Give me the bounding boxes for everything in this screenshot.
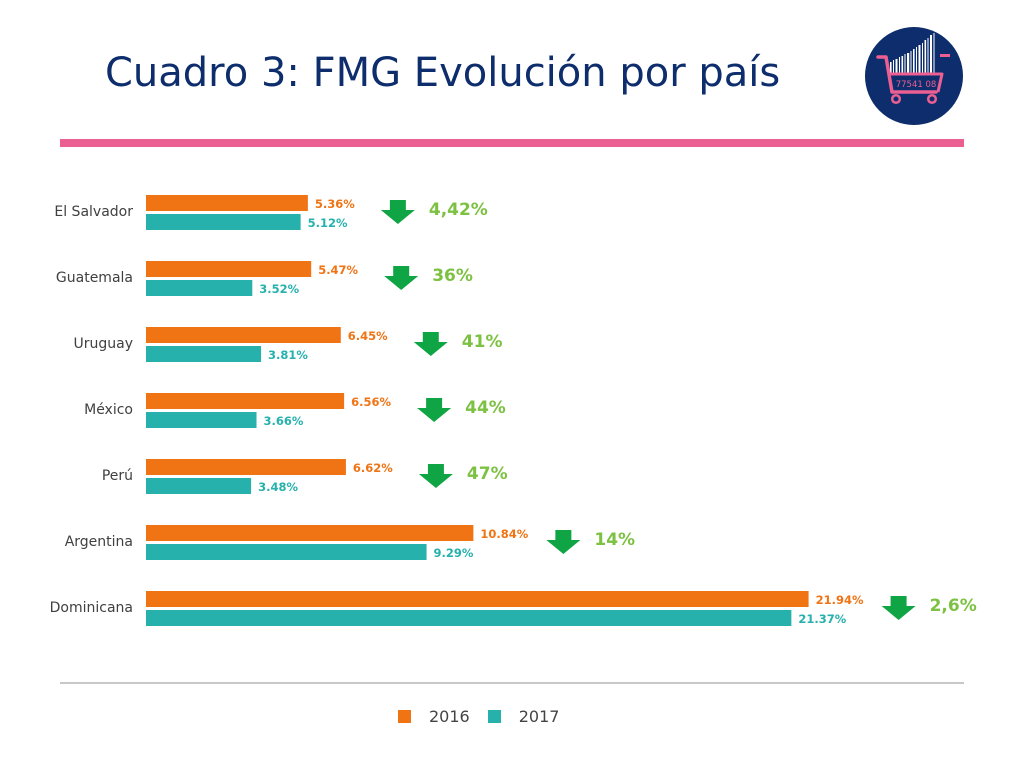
down-arrow-icon: [380, 200, 415, 224]
data-label-2016-m-xico: 6.56%: [351, 395, 391, 409]
legend: 2016 2017: [398, 707, 577, 726]
bar-2017-guatemala: [146, 280, 253, 296]
bar-2016-per-: [146, 459, 346, 475]
data-label-2017-per-: 3.48%: [258, 480, 298, 494]
bar-2017-dominicana: [146, 610, 792, 626]
change-label-m-xico: 44%: [465, 398, 506, 418]
down-arrow-icon: [413, 332, 448, 356]
slide-title: Cuadro 3: FMG Evolución por país: [105, 50, 781, 96]
category-label-m-xico: México: [84, 402, 133, 418]
change-label-guatemala: 36%: [432, 266, 473, 286]
title-underline: [60, 139, 964, 147]
category-label-uruguay: Uruguay: [74, 336, 134, 352]
change-label-argentina: 14%: [594, 530, 635, 550]
data-label-2016-guatemala: 5.47%: [318, 263, 358, 277]
data-label-2016-per-: 6.62%: [353, 461, 393, 475]
change-label-per-: 47%: [467, 464, 508, 484]
data-label-2016-dominicana: 21.94%: [816, 593, 864, 607]
category-label-el-salvador: El Salvador: [54, 204, 133, 220]
data-label-2017-argentina: 9.29%: [434, 546, 474, 560]
category-label-argentina: Argentina: [65, 534, 133, 550]
category-label-guatemala: Guatemala: [56, 270, 133, 286]
bar-2017-argentina: [146, 544, 427, 560]
down-arrow-icon: [384, 266, 419, 290]
down-arrow-icon: [418, 464, 453, 488]
data-label-2016-uruguay: 6.45%: [348, 329, 388, 343]
cart-barcode-logo: 77541 08: [865, 27, 963, 125]
legend-item-2017: 2017: [487, 707, 560, 726]
bar-2016-el-salvador: [146, 195, 308, 211]
down-arrow-icon: [881, 596, 916, 620]
data-label-2016-el-salvador: 5.36%: [315, 197, 355, 211]
data-label-2017-dominicana: 21.37%: [798, 612, 846, 626]
down-arrow-icon: [546, 530, 581, 554]
bar-2016-guatemala: [146, 261, 312, 277]
change-label-uruguay: 41%: [462, 332, 503, 352]
category-label-per-: Perú: [102, 468, 133, 484]
down-arrow-icon: [417, 398, 452, 422]
category-label-dominicana: Dominicana: [50, 600, 133, 616]
bar-2016-dominicana: [146, 591, 809, 607]
legend-swatch-2017: [487, 710, 501, 723]
legend-swatch-2016: [398, 710, 411, 723]
legend-label-2017: 2017: [518, 707, 560, 726]
bar-2017-el-salvador: [146, 214, 301, 230]
data-label-2017-m-xico: 3.66%: [264, 414, 304, 428]
bar-2016-argentina: [146, 525, 474, 541]
legend-item-2016: 2016: [398, 707, 470, 726]
bar-2017-m-xico: [146, 412, 257, 428]
logo-text: 77541 08: [896, 80, 937, 90]
data-label-2017-uruguay: 3.81%: [268, 348, 308, 362]
data-label-2017-el-salvador: 5.12%: [308, 216, 348, 230]
data-label-2016-argentina: 10.84%: [480, 527, 528, 541]
data-label-2017-guatemala: 3.52%: [259, 282, 299, 296]
change-label-dominicana: 2,6%: [930, 596, 977, 616]
bar-2016-uruguay: [146, 327, 341, 343]
legend-label-2016: 2016: [429, 707, 470, 726]
change-label-el-salvador: 4,42%: [429, 200, 488, 220]
bar-2017-uruguay: [146, 346, 262, 362]
bar-2017-per-: [146, 478, 252, 494]
divider: [60, 682, 964, 684]
bar-2016-m-xico: [146, 393, 345, 409]
